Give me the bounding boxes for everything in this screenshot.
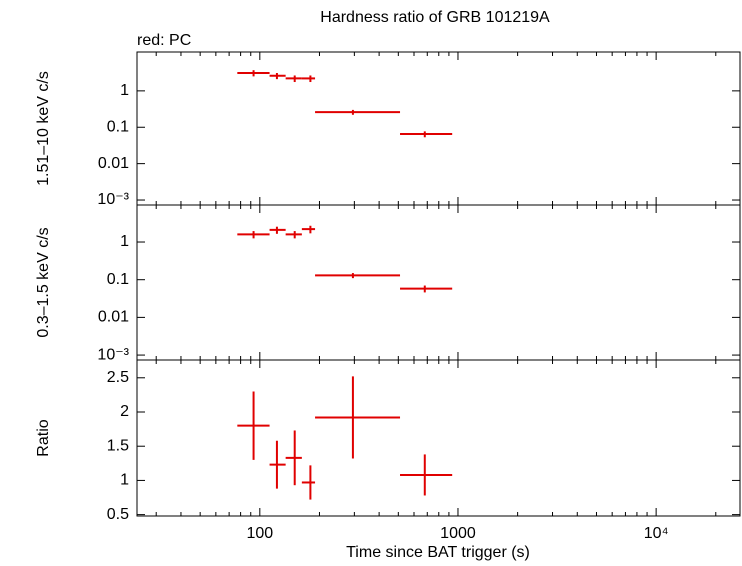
plot-frame bbox=[136, 204, 741, 361]
y-tick-label: 0.01 bbox=[98, 155, 129, 172]
y-tick-label: 0.1 bbox=[107, 118, 129, 135]
y-tick-label: 10⁻³ bbox=[97, 191, 129, 208]
x-axis-label: Time since BAT trigger (s) bbox=[346, 544, 530, 561]
y-tick-label: 0.5 bbox=[107, 506, 129, 523]
x-tick-label: 100 bbox=[246, 525, 273, 542]
x-tick-label: 10⁴ bbox=[644, 525, 669, 542]
y-tick-label: 2 bbox=[120, 403, 129, 420]
y-tick-label: 1 bbox=[120, 233, 129, 250]
annotation: red: PC bbox=[137, 32, 191, 49]
y-tick-label: 1 bbox=[120, 472, 129, 489]
chart-title: Hardness ratio of GRB 101219A bbox=[320, 9, 550, 26]
y-axis-label: 0.3–1.5 keV c/s bbox=[35, 227, 52, 337]
plot-frame bbox=[136, 51, 741, 206]
y-tick-label: 0.1 bbox=[107, 271, 129, 288]
y-tick-label: 1 bbox=[120, 82, 129, 99]
y-tick-label: 0.01 bbox=[98, 309, 129, 326]
y-axis-label: Ratio bbox=[35, 419, 52, 456]
plot-frame bbox=[136, 359, 741, 517]
y-axis-label: 1.51–10 keV c/s bbox=[35, 71, 52, 186]
y-tick-label: 10⁻³ bbox=[97, 346, 129, 363]
y-tick-label: 1.5 bbox=[107, 437, 129, 454]
y-tick-label: 2.5 bbox=[107, 369, 129, 386]
x-tick-label: 1000 bbox=[440, 525, 476, 542]
